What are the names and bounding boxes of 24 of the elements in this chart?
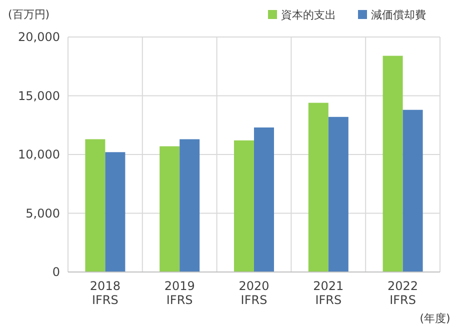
x-tick-label: 2020 IFRS <box>238 279 270 307</box>
bar <box>254 127 274 272</box>
y-tick-label: 0 <box>52 265 60 280</box>
x-tick-label: 2018 IFRS <box>90 279 120 307</box>
y-tick-label: 20,000 <box>18 30 60 44</box>
bar <box>105 152 126 272</box>
legend-label: 資本的支出 <box>281 8 336 22</box>
bar <box>328 116 348 272</box>
y-tick-label: 10,000 <box>18 148 60 162</box>
y-axis-title: (百万円) <box>8 8 50 21</box>
bar <box>234 140 254 272</box>
y-tick-label: 15,000 <box>18 88 60 103</box>
bar <box>382 56 403 272</box>
text: (年度) <box>420 312 450 325</box>
x-tick-label: 2021 IFRS <box>313 279 344 307</box>
bar <box>308 102 328 272</box>
x-tick-label: 2022 IFRS <box>388 279 418 307</box>
y-tick-label: 5,000 <box>26 206 60 220</box>
legend-label: 減価償却費 <box>371 8 426 22</box>
bar <box>402 110 423 272</box>
bar <box>160 146 180 272</box>
x-tick-label: 2019 IFRS <box>164 279 195 307</box>
bar <box>85 139 106 272</box>
bar <box>180 139 200 272</box>
